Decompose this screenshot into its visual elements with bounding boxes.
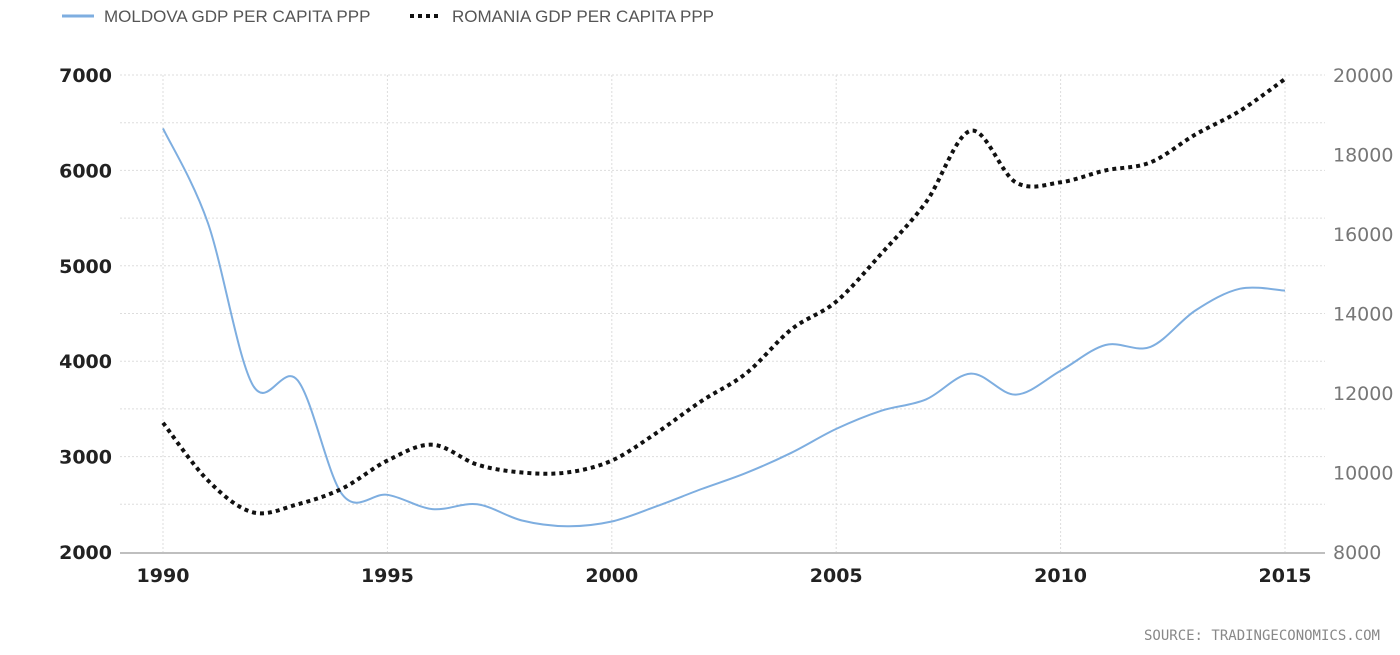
legend-label: ROMANIA GDP PER CAPITA PPP [452,7,714,26]
legend-label: MOLDOVA GDP PER CAPITA PPP [104,7,370,26]
y-left-tick-label: 2000 [59,542,112,564]
x-tick-label: 2000 [585,565,638,587]
grid [120,74,1325,552]
y-right-tick-label: 10000 [1333,463,1393,485]
axes: 1990 1995 2000 2005 2010 2015 2000 3000 4000 5000… [59,65,1393,587]
x-tick-label: 2015 [1259,565,1312,587]
y-left-tick-label: 6000 [59,160,112,182]
y-right-tick-label: 14000 [1333,304,1393,326]
legend: MOLDOVA GDP PER CAPITA PPP ROMANIA GDP PE… [62,7,714,26]
moldova-series-line [162,127,1286,528]
y-left-tick-label: 3000 [59,447,112,469]
x-tick-label: 1995 [361,565,414,587]
y-left-tick-label: 7000 [59,65,112,87]
y-right-tick-label: 16000 [1333,224,1393,246]
series-layer [161,77,1287,528]
y-right-tick-label: 20000 [1333,65,1393,87]
romania-series-line [161,77,1287,516]
y-right-tick-label: 18000 [1333,145,1393,167]
source-label: SOURCE: TRADINGECONOMICS.COM [1144,628,1380,644]
y-right-tick-label: 8000 [1333,542,1381,564]
x-tick-label: 2010 [1034,565,1087,587]
x-tick-label: 1990 [137,565,190,587]
y-left-tick-label: 4000 [59,351,112,373]
y-left-tick-label: 5000 [59,256,112,278]
y-right-tick-label: 12000 [1333,383,1393,405]
x-tick-label: 2005 [810,565,863,587]
